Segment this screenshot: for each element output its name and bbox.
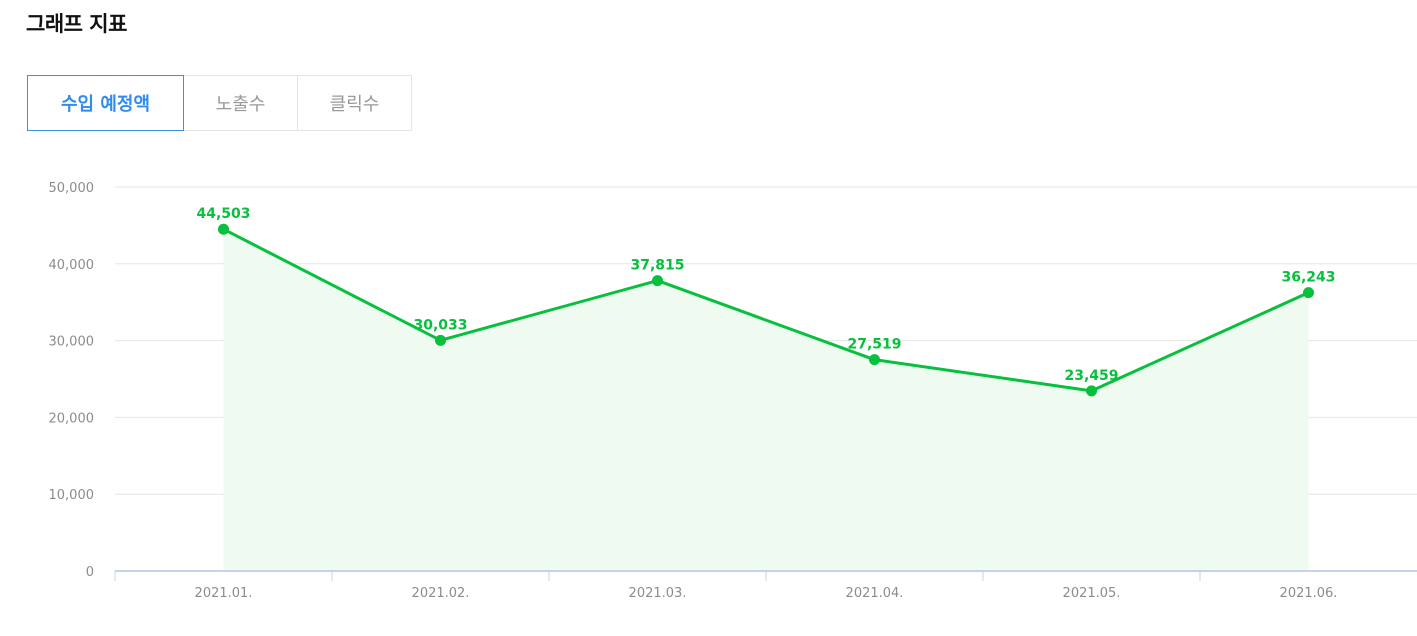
data-point [652,275,663,287]
section-title: 그래프 지표 [26,12,127,36]
y-tick-label: 40,000 [49,258,95,273]
metric-tabs: 수입 예정액 노출수 클릭수 [27,75,412,131]
data-label: 44,503 [196,206,250,222]
series-line [222,227,1310,393]
data-point [1086,385,1097,397]
x-tick-label: 2021.02. [412,586,470,601]
x-tick-label: 2021.01. [195,586,253,601]
x-tick-label: 2021.03. [629,586,687,601]
x-tick-label: 2021.04. [846,586,904,601]
y-tick-label: 50,000 [49,181,95,196]
y-tick-label: 10,000 [49,488,95,503]
data-label: 27,519 [847,337,901,353]
tab-impressions[interactable]: 노출수 [184,75,298,131]
data-point [218,223,229,235]
y-tick-label: 0 [86,565,94,580]
x-tick-label: 2021.05. [1063,586,1121,601]
data-label: 23,459 [1064,368,1118,384]
data-label: 36,243 [1281,270,1335,286]
tab-expected-revenue[interactable]: 수입 예정액 [27,75,184,131]
y-tick-label: 20,000 [49,411,95,426]
tab-clicks[interactable]: 클릭수 [298,75,412,131]
data-label: 37,815 [630,258,684,274]
data-point [1303,287,1314,299]
data-point [869,354,880,366]
y-tick-label: 30,000 [49,335,95,350]
series-area [223,229,1309,571]
data-point [435,334,446,346]
data-label: 30,033 [413,317,467,333]
x-tick-label: 2021.06. [1280,586,1338,601]
